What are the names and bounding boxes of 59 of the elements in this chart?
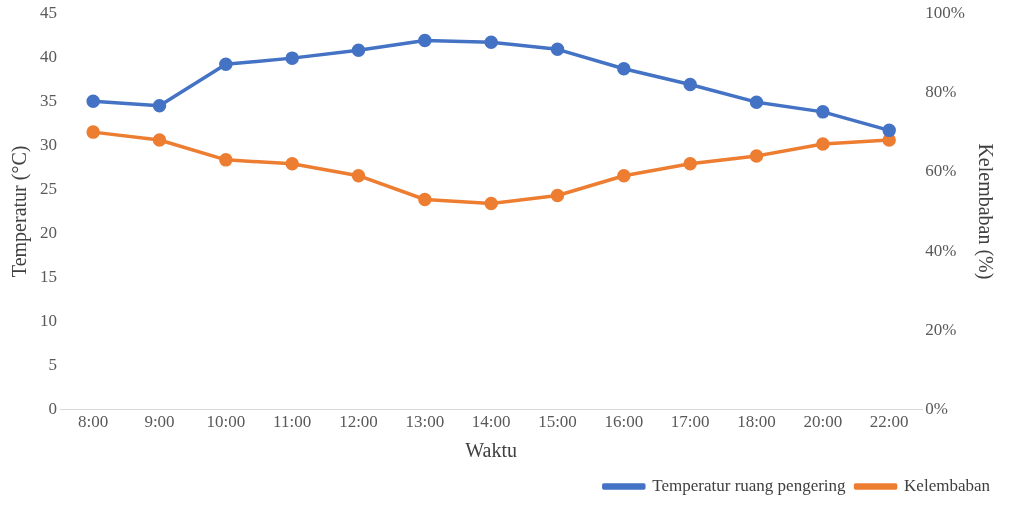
y2-tick-label: 0% <box>925 399 949 419</box>
point <box>816 137 830 151</box>
y-tick-label: 35 <box>40 90 57 110</box>
x-tick-label: 9:00 <box>144 412 175 432</box>
point <box>418 33 432 48</box>
y-tick-label: 25 <box>40 178 57 198</box>
x-tick-label: 12:00 <box>339 412 378 432</box>
point <box>152 98 167 113</box>
y-axis-title: Temperatur (°C) <box>8 145 32 278</box>
point <box>219 153 233 167</box>
y-tick-label: 5 <box>48 355 57 375</box>
point <box>882 123 896 138</box>
point <box>285 157 299 171</box>
x-tick-label: 22:00 <box>869 412 909 432</box>
y-tick-label: 20 <box>40 222 57 242</box>
point <box>749 149 764 163</box>
legend-label: Temperatur ruang pengering <box>652 475 847 495</box>
y2-tick-label: 60% <box>925 161 957 181</box>
x-tick-label: 14:00 <box>471 412 511 432</box>
point <box>285 51 299 65</box>
x-tick-label: 11:00 <box>273 412 312 432</box>
legend-label: Kelembaban <box>904 475 991 495</box>
point <box>86 125 100 139</box>
y-tick-label: 15 <box>40 266 57 286</box>
x-tick-label: 18:00 <box>737 412 776 432</box>
y2-tick-label: 20% <box>925 319 957 339</box>
point <box>484 35 498 50</box>
x-tick-label: 17:00 <box>670 412 710 432</box>
y2-tick-label: 40% <box>925 240 957 260</box>
y2-tick-label: 100% <box>925 2 966 22</box>
x-tick-label: 15:00 <box>538 412 577 432</box>
point <box>484 196 498 211</box>
point <box>351 168 366 183</box>
y2-tick-label: 80% <box>925 81 957 101</box>
y-tick-label: 30 <box>40 134 57 154</box>
point <box>86 94 100 109</box>
point <box>219 57 233 72</box>
point <box>617 168 631 183</box>
x-tick-label: 16:00 <box>604 412 644 432</box>
point <box>749 95 764 109</box>
y-tick-label: 10 <box>40 310 57 330</box>
y-tick-label: 40 <box>40 46 57 66</box>
y-tick-label: 0 <box>48 399 57 419</box>
y2-axis-title: Kelembaban (%) <box>973 143 997 280</box>
point <box>683 77 697 92</box>
point <box>418 192 432 207</box>
x-tick-label: 20:00 <box>803 412 843 432</box>
point <box>351 43 366 57</box>
point <box>152 133 167 147</box>
x-tick-label: 8:00 <box>78 412 109 432</box>
point <box>617 61 631 76</box>
point <box>816 105 830 119</box>
point <box>550 188 565 203</box>
x-tick-label: 13:00 <box>405 412 445 432</box>
point <box>550 42 565 57</box>
x-axis-title: Waktu <box>465 439 518 462</box>
y-tick-label: 45 <box>40 2 57 22</box>
point <box>683 157 697 171</box>
x-tick-label: 10:00 <box>206 412 246 432</box>
